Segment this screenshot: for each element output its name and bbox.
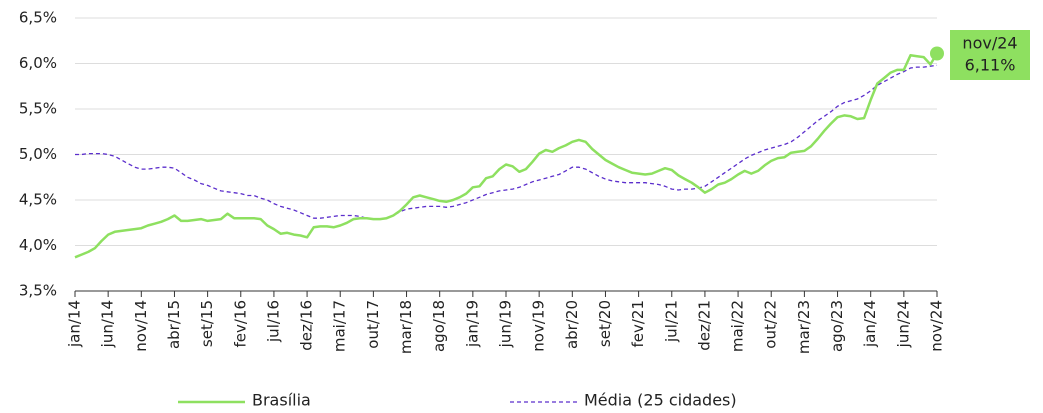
- y-tick-label: 3,5%: [19, 282, 57, 300]
- x-tick-label: nov/24: [928, 300, 946, 352]
- x-tick-label: abr/20: [563, 300, 581, 349]
- line-0: [74, 52, 939, 259]
- end-point: [930, 46, 944, 61]
- y-tick-label: 4,0%: [19, 236, 57, 254]
- y-tick-label: 6,0%: [19, 54, 57, 72]
- x-tick-label: jun/14: [99, 300, 117, 348]
- x-tick-label: jul/16: [264, 300, 282, 343]
- annotation-text: 6,11%: [965, 56, 1016, 75]
- y-tick-label: 4,5%: [19, 191, 57, 209]
- x-tick-label: jun/19: [497, 300, 515, 348]
- y-tick-label: 5,5%: [19, 100, 57, 118]
- x-tick-label: jan/19: [463, 300, 481, 348]
- line-1: [75, 64, 938, 220]
- x-tick-label: jul/21: [662, 300, 680, 343]
- x-tick-label: abr/15: [165, 300, 183, 349]
- x-tick-label: set/20: [596, 300, 614, 347]
- annotation-box: [950, 30, 1030, 80]
- x-tick-label: fev/16: [231, 300, 249, 348]
- x-tick-label: jun/24: [894, 300, 912, 348]
- x-tick-label: ago/18: [430, 300, 448, 352]
- y-tick-label: 6,5%: [19, 9, 57, 27]
- legend-label: Brasília: [252, 391, 311, 410]
- x-tick-label: fev/21: [629, 300, 647, 348]
- x-tick-label: jan/24: [861, 300, 879, 348]
- x-tick-label: out/17: [364, 300, 382, 349]
- x-tick-label: mar/23: [795, 300, 813, 354]
- x-tick-label: ago/23: [828, 300, 846, 352]
- x-tick-label: mai/22: [729, 300, 747, 352]
- x-tick-label: nov/19: [530, 300, 548, 352]
- x-tick-label: dez/21: [695, 300, 713, 351]
- annotation-text: nov/24: [962, 34, 1017, 53]
- x-tick-label: jan/14: [66, 300, 84, 348]
- y-tick-label: 5,0%: [19, 145, 57, 163]
- legend-label: Média (25 cidades): [584, 391, 737, 410]
- x-tick-label: dez/16: [298, 300, 316, 351]
- x-tick-label: mar/18: [397, 300, 415, 354]
- x-tick-label: out/22: [762, 300, 780, 349]
- x-tick-label: mai/17: [331, 300, 349, 352]
- x-tick-label: nov/14: [132, 300, 150, 352]
- x-tick-label: set/15: [198, 300, 216, 347]
